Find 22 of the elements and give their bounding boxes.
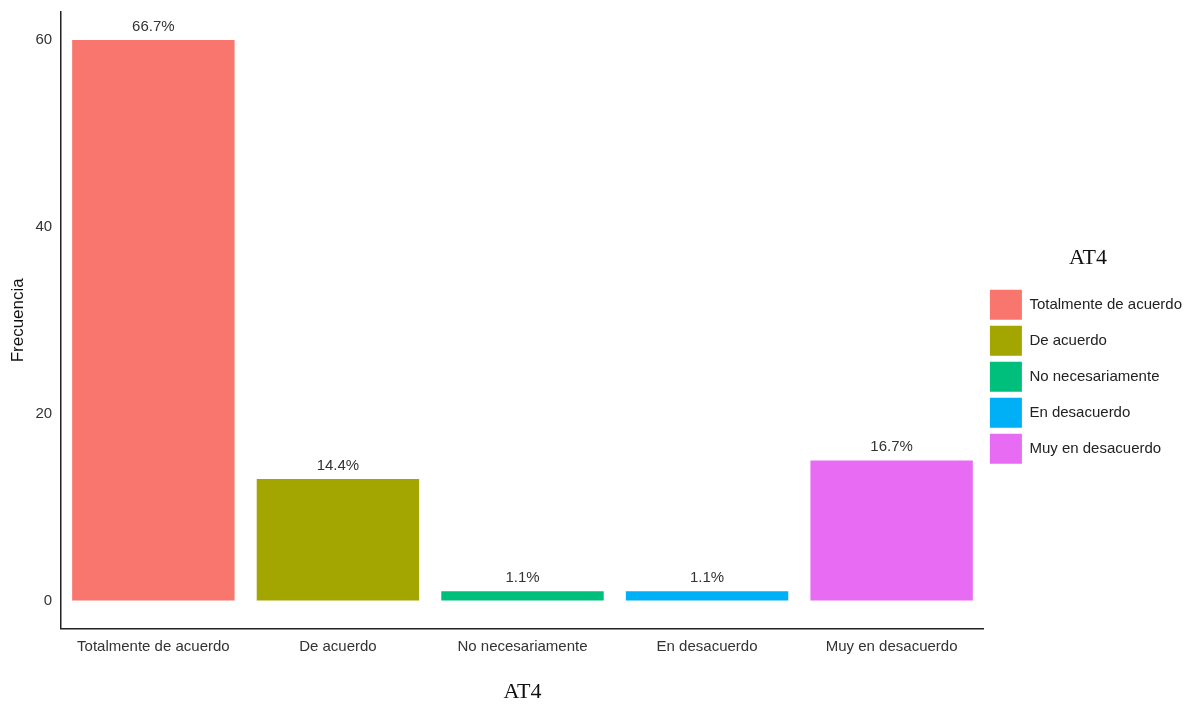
x-axis-title: AT4 [503,677,542,703]
annotation: 1.1% [689,567,725,585]
y-tick-label: 20 [35,403,53,421]
legend-title: AT4 [1069,244,1107,270]
legend-label: En desacuerdo [1029,402,1131,420]
y-axis-title: Frecuencia [7,277,27,363]
annotation: 14.4% [316,455,360,473]
x-tick-label: Totalmente de acuerdo [77,636,230,654]
annotation: 16.7% [870,437,913,455]
x-tick-label: Muy en desacuerdo [825,636,958,654]
annotation: 1.1% [505,567,540,585]
legend-label: Muy en desacuerdo [1029,438,1162,456]
y-tick-label: 0 [43,590,53,608]
annotation: 66.7% [132,16,175,34]
x-tick-label: De acuerdo [299,636,377,654]
x-tick-label: En desacuerdo [656,636,758,654]
legend-label: No necesariamente [1029,366,1160,384]
legend-label: Totalmente de acuerdo [1029,294,1183,312]
y-tick-label: 40 [35,217,53,235]
x-tick-label: No necesariamente [457,636,588,654]
y-tick-label: 60 [35,30,53,48]
legend-label: De acuerdo [1029,330,1107,348]
